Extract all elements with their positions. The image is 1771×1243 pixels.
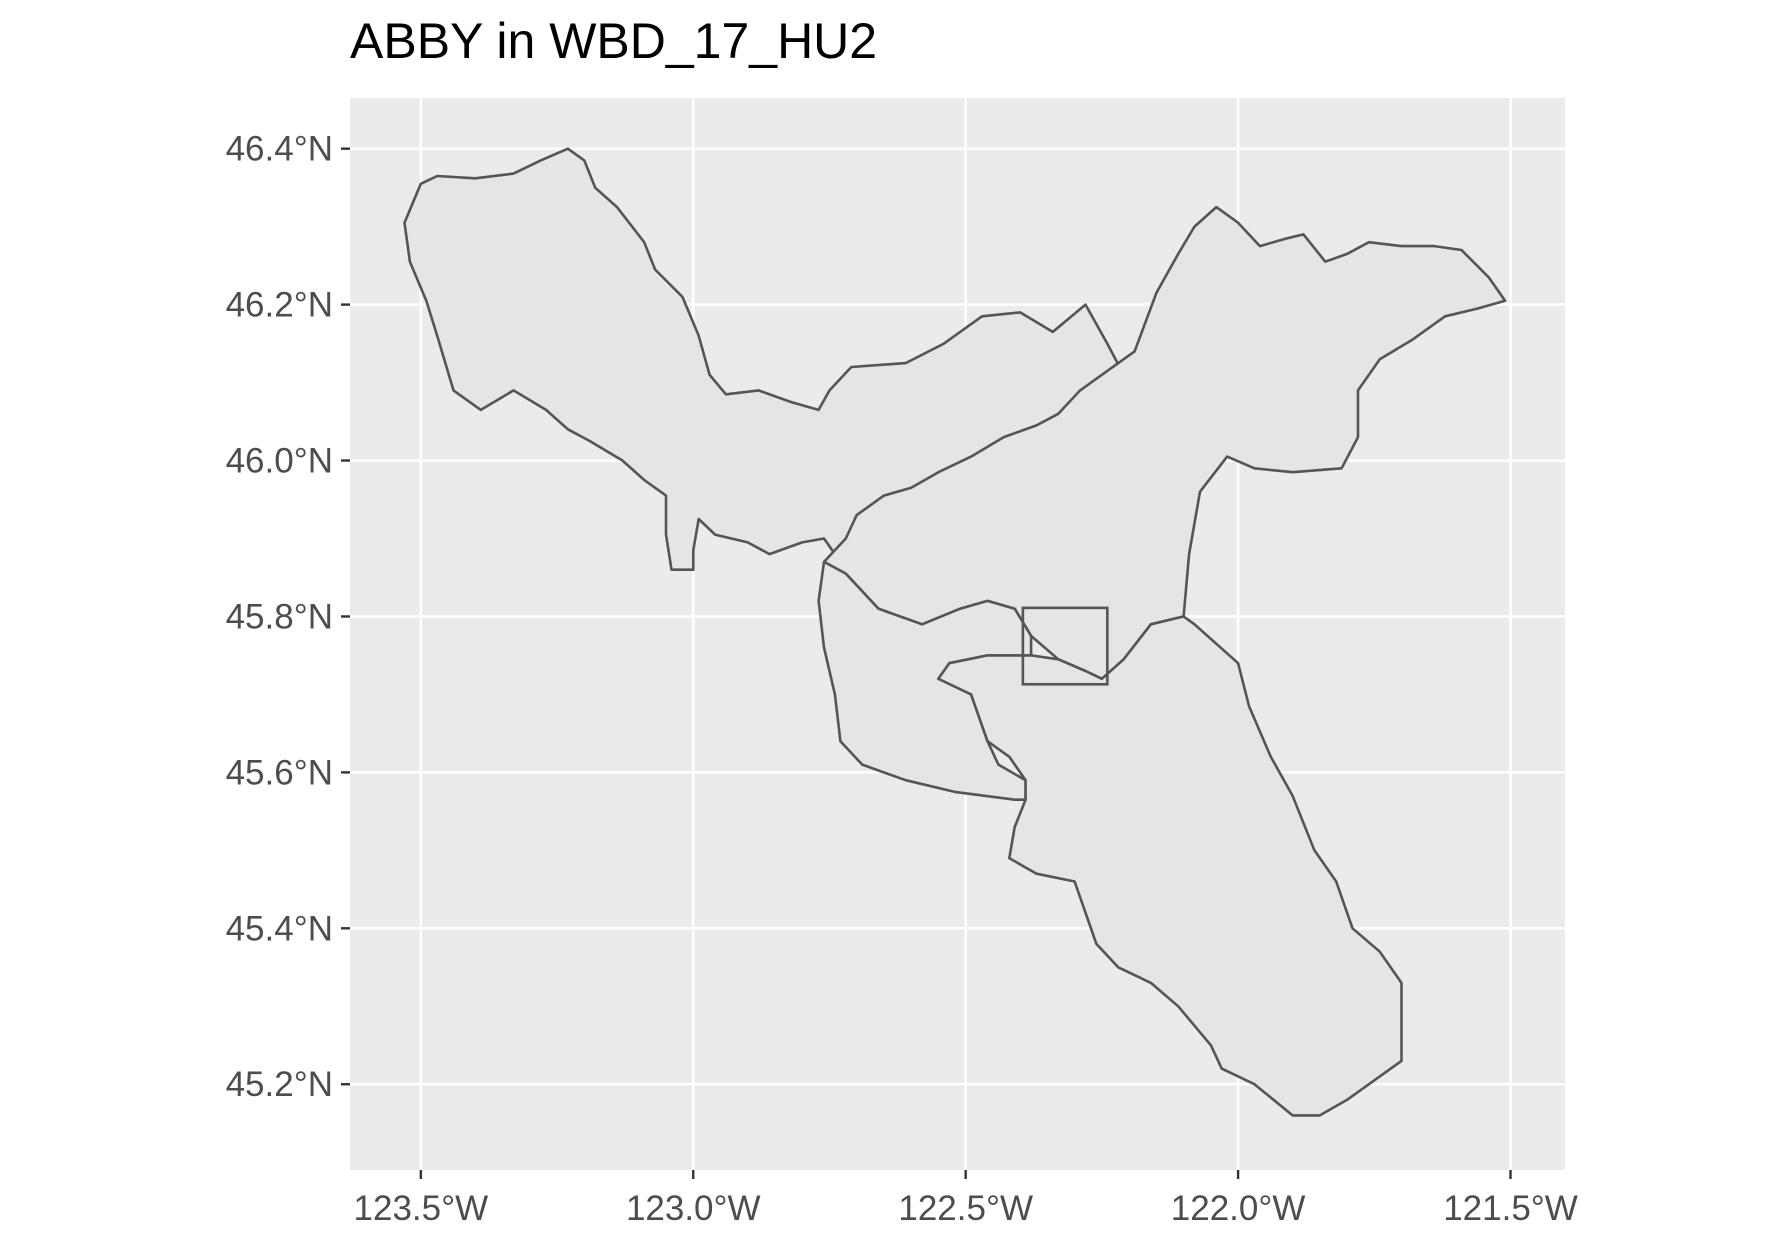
plot-title: ABBY in WBD_17_HU2: [350, 13, 878, 69]
watershed-southeast: [937, 615, 1403, 1117]
y-tick-label: 45.8°N: [226, 597, 333, 636]
y-tick-label: 46.0°N: [226, 442, 333, 481]
y-tick-label: 45.6°N: [226, 753, 333, 792]
y-tick-label: 46.4°N: [226, 130, 333, 169]
y-tick-label: 45.2°N: [226, 1065, 333, 1104]
x-tick-label: 121.5°W: [1443, 1189, 1578, 1228]
axes: 123.5°W 123.0°W 122.5°W 122.0°W 121.5°W 46.4°…: [226, 130, 1578, 1228]
site-bounding-box: [1021, 606, 1109, 686]
site-box-layer: [1021, 606, 1109, 686]
x-tick-label: 123.5°W: [354, 1189, 489, 1228]
watershed-polygons: [403, 147, 1507, 1117]
y-tick-label: 45.4°N: [226, 909, 333, 948]
x-tick-label: 122.5°W: [898, 1189, 1033, 1228]
x-tick-label: 123.0°W: [626, 1189, 761, 1228]
x-tick-label: 122.0°W: [1171, 1189, 1306, 1228]
y-tick-label: 46.2°N: [226, 286, 333, 325]
